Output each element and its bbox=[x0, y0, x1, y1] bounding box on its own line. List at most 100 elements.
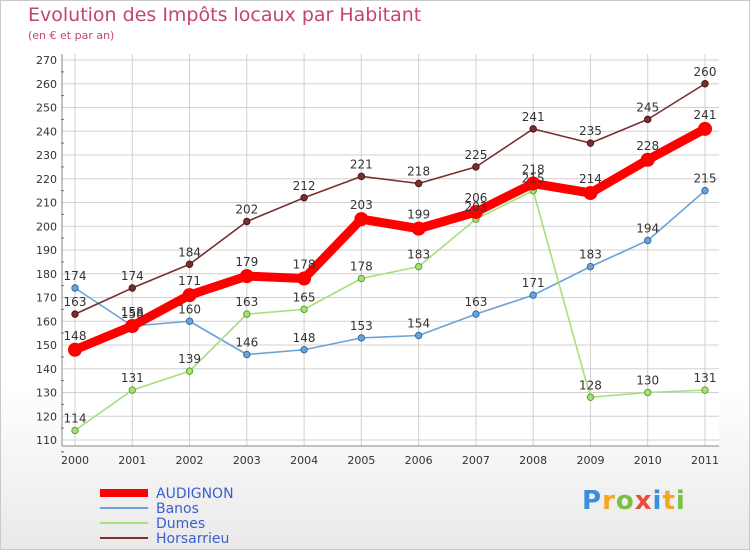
x-tick-label: 2006 bbox=[405, 454, 433, 467]
data-label-dumes: 131 bbox=[694, 371, 717, 385]
data-label-audignon: 178 bbox=[293, 258, 316, 272]
data-label-dumes: 130 bbox=[636, 374, 659, 388]
data-point-banos bbox=[644, 236, 652, 245]
data-point-dumes bbox=[701, 386, 709, 394]
data-label-horsarrieu: 235 bbox=[579, 124, 602, 138]
data-point-horsarrieu bbox=[71, 310, 79, 318]
x-tick-label: 2010 bbox=[634, 454, 662, 467]
x-tick-label: 2002 bbox=[176, 454, 204, 467]
logo-letter: x bbox=[634, 486, 653, 516]
data-point-dumes bbox=[243, 310, 251, 318]
data-label-audignon: 206 bbox=[464, 191, 487, 205]
data-point-audignon bbox=[698, 121, 712, 136]
data-point-dumes bbox=[300, 305, 308, 314]
y-tick-label: 210 bbox=[36, 197, 57, 210]
data-point-horsarrieu bbox=[185, 260, 194, 268]
data-label-dumes: 139 bbox=[178, 352, 201, 366]
data-label-audignon: 203 bbox=[350, 198, 373, 212]
data-point-audignon bbox=[583, 186, 598, 200]
logo-letter: o bbox=[615, 486, 635, 516]
data-point-dumes bbox=[71, 426, 79, 435]
x-tick-label: 2000 bbox=[61, 454, 89, 467]
data-label-horsarrieu: 163 bbox=[64, 295, 87, 309]
legend-label-horsarrieu: Horsarrieu bbox=[156, 531, 229, 547]
series-line-horsarrieu bbox=[74, 82, 706, 315]
data-label-banos: 171 bbox=[522, 276, 545, 290]
x-tick-label: 2009 bbox=[576, 454, 604, 467]
y-tick-label: 140 bbox=[36, 363, 57, 376]
data-label-banos: 183 bbox=[579, 248, 602, 262]
data-label-horsarrieu: 225 bbox=[464, 148, 487, 162]
logo-letter: t bbox=[662, 486, 676, 516]
series-line-banos bbox=[74, 189, 706, 356]
x-tick-label: 2007 bbox=[462, 454, 490, 467]
chart-subtitle: (en € et par an) bbox=[28, 29, 115, 42]
data-label-audignon: 241 bbox=[694, 108, 717, 122]
data-label-horsarrieu: 241 bbox=[522, 110, 545, 124]
data-label-horsarrieu: 174 bbox=[121, 269, 144, 283]
data-point-audignon bbox=[68, 342, 82, 357]
data-label-horsarrieu: 218 bbox=[407, 165, 430, 179]
data-label-dumes: 165 bbox=[293, 290, 316, 304]
y-tick-label: 120 bbox=[36, 410, 57, 423]
y-tick-label: 240 bbox=[36, 125, 57, 138]
data-label-audignon: 199 bbox=[407, 208, 430, 222]
data-label-audignon: 148 bbox=[64, 329, 87, 343]
data-point-audignon bbox=[411, 221, 426, 236]
logo-letter: i bbox=[675, 486, 686, 516]
data-point-audignon bbox=[526, 176, 541, 191]
data-point-horsarrieu bbox=[529, 125, 537, 133]
chart-title: Evolution des Impôts locaux par Habitant bbox=[28, 4, 422, 26]
legend-label-audignon: AUDIGNON bbox=[156, 486, 234, 502]
logo-letter: r bbox=[602, 486, 616, 516]
data-label-audignon: 158 bbox=[121, 305, 144, 319]
legend-label-dumes: Dumes bbox=[156, 516, 205, 532]
data-point-horsarrieu bbox=[128, 284, 136, 292]
data-point-horsarrieu bbox=[701, 80, 709, 88]
data-point-banos bbox=[586, 262, 595, 271]
data-label-dumes: 163 bbox=[235, 295, 258, 309]
data-label-banos: 163 bbox=[464, 295, 487, 309]
y-tick-label: 250 bbox=[36, 102, 57, 115]
data-label-banos: 153 bbox=[350, 319, 373, 333]
data-label-audignon: 179 bbox=[235, 255, 258, 269]
data-label-banos: 146 bbox=[235, 336, 258, 350]
y-tick-label: 150 bbox=[36, 339, 57, 352]
series-line-dumes bbox=[74, 189, 706, 432]
x-tick-label: 2008 bbox=[519, 454, 547, 467]
y-tick-label: 110 bbox=[36, 434, 57, 447]
data-label-audignon: 214 bbox=[579, 172, 602, 186]
data-point-banos bbox=[414, 331, 423, 340]
data-point-banos bbox=[357, 334, 366, 342]
data-label-banos: 158 bbox=[121, 307, 144, 321]
data-label-dumes: 131 bbox=[121, 371, 144, 385]
data-point-horsarrieu bbox=[644, 115, 652, 124]
data-point-horsarrieu bbox=[357, 172, 366, 181]
data-point-banos bbox=[472, 310, 480, 318]
data-point-audignon bbox=[640, 152, 655, 167]
data-point-dumes bbox=[185, 367, 194, 375]
y-tick-label: 190 bbox=[36, 244, 57, 257]
data-label-horsarrieu: 260 bbox=[694, 65, 717, 79]
data-point-banos bbox=[701, 186, 709, 195]
x-tick-label: 2005 bbox=[347, 454, 375, 467]
x-tick-label: 2001 bbox=[118, 454, 146, 467]
data-label-audignon: 228 bbox=[636, 139, 659, 153]
data-label-banos: 154 bbox=[407, 317, 430, 331]
data-point-horsarrieu bbox=[472, 163, 480, 171]
data-point-audignon bbox=[125, 319, 140, 333]
data-point-dumes bbox=[644, 388, 652, 397]
data-point-dumes bbox=[357, 274, 366, 283]
data-point-audignon bbox=[354, 212, 369, 227]
data-point-audignon bbox=[239, 269, 254, 284]
data-point-horsarrieu bbox=[300, 194, 308, 202]
data-label-banos: 160 bbox=[178, 302, 201, 316]
x-tick-label: 2004 bbox=[290, 454, 318, 467]
data-point-audignon bbox=[297, 271, 312, 286]
series-line-audignon bbox=[70, 124, 710, 355]
y-tick-label: 130 bbox=[36, 387, 57, 400]
x-tick-label: 2003 bbox=[233, 454, 261, 467]
data-label-banos: 215 bbox=[694, 172, 717, 186]
data-point-dumes bbox=[586, 393, 595, 401]
